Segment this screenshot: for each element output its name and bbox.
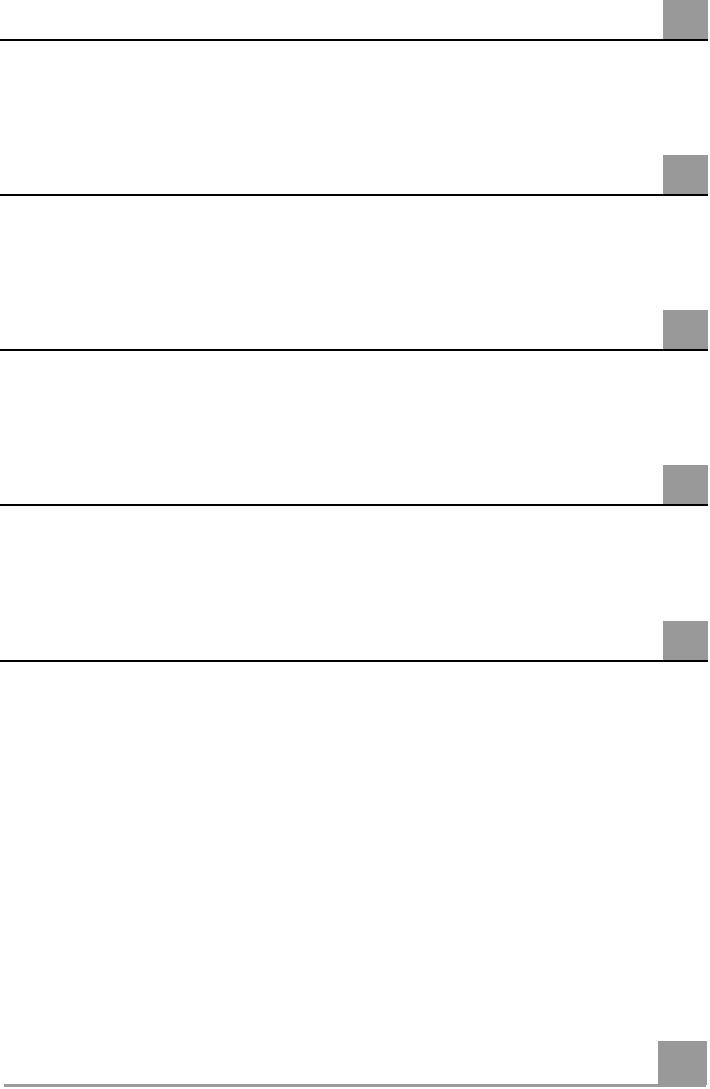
footer-rule (4, 1084, 706, 1087)
section-tab-marker (663, 0, 708, 40)
section-tab-marker (663, 155, 708, 195)
section-tab-marker (663, 310, 708, 350)
section-rule (0, 349, 708, 351)
section-rule (0, 504, 708, 506)
section-rule (0, 660, 708, 662)
footer-tab-marker (658, 1041, 707, 1085)
section-tab-marker (663, 621, 708, 661)
section-rule (0, 194, 708, 196)
section-rule (0, 39, 708, 41)
section-tab-marker (663, 465, 708, 505)
